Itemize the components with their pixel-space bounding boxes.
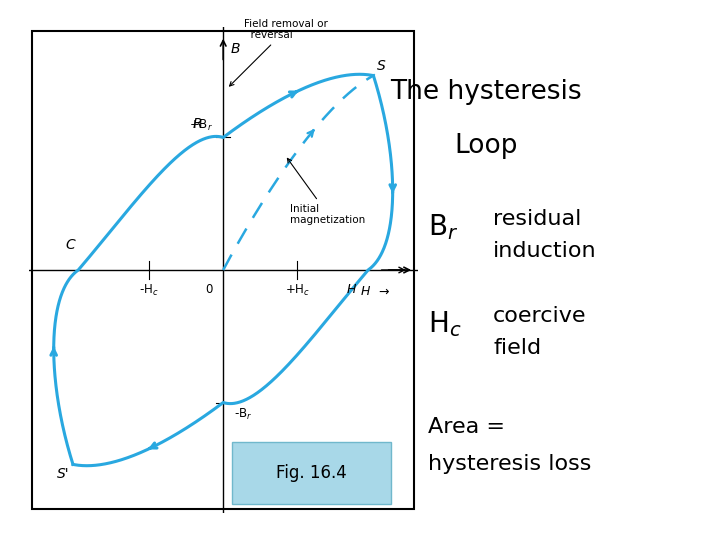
Text: -B$_r$: -B$_r$ [234,407,252,422]
Text: Fig. 16.4: Fig. 16.4 [276,464,347,482]
Text: B: B [230,43,240,57]
Text: H$_c$: H$_c$ [428,309,462,339]
Bar [232,442,391,504]
Text: H: H [347,284,356,296]
Text: +B$_r$: +B$_r$ [189,118,212,133]
Text: residual: residual [493,208,582,229]
Text: Loop: Loop [454,133,518,159]
Text: coercive: coercive [493,306,587,326]
Text: field: field [493,338,541,359]
Text: 0: 0 [205,284,212,296]
Text: B$_r$: B$_r$ [428,212,459,242]
Text: S': S' [57,467,69,481]
Text: R: R [192,117,202,131]
Text: Area =: Area = [428,416,505,437]
Text: induction: induction [493,241,597,261]
Text: hysteresis loss: hysteresis loss [428,454,592,475]
Text: +H$_c$: +H$_c$ [285,284,310,299]
Text: The hysteresis: The hysteresis [390,79,582,105]
Text: Field removal or
  reversal: Field removal or reversal [230,19,328,86]
Text: C: C [65,238,75,252]
Text: S: S [377,59,386,73]
Text: H: H [361,286,370,299]
Text: →: → [379,286,390,299]
Text: -H$_c$: -H$_c$ [139,284,159,299]
Text: Initial
magnetization: Initial magnetization [287,158,366,225]
